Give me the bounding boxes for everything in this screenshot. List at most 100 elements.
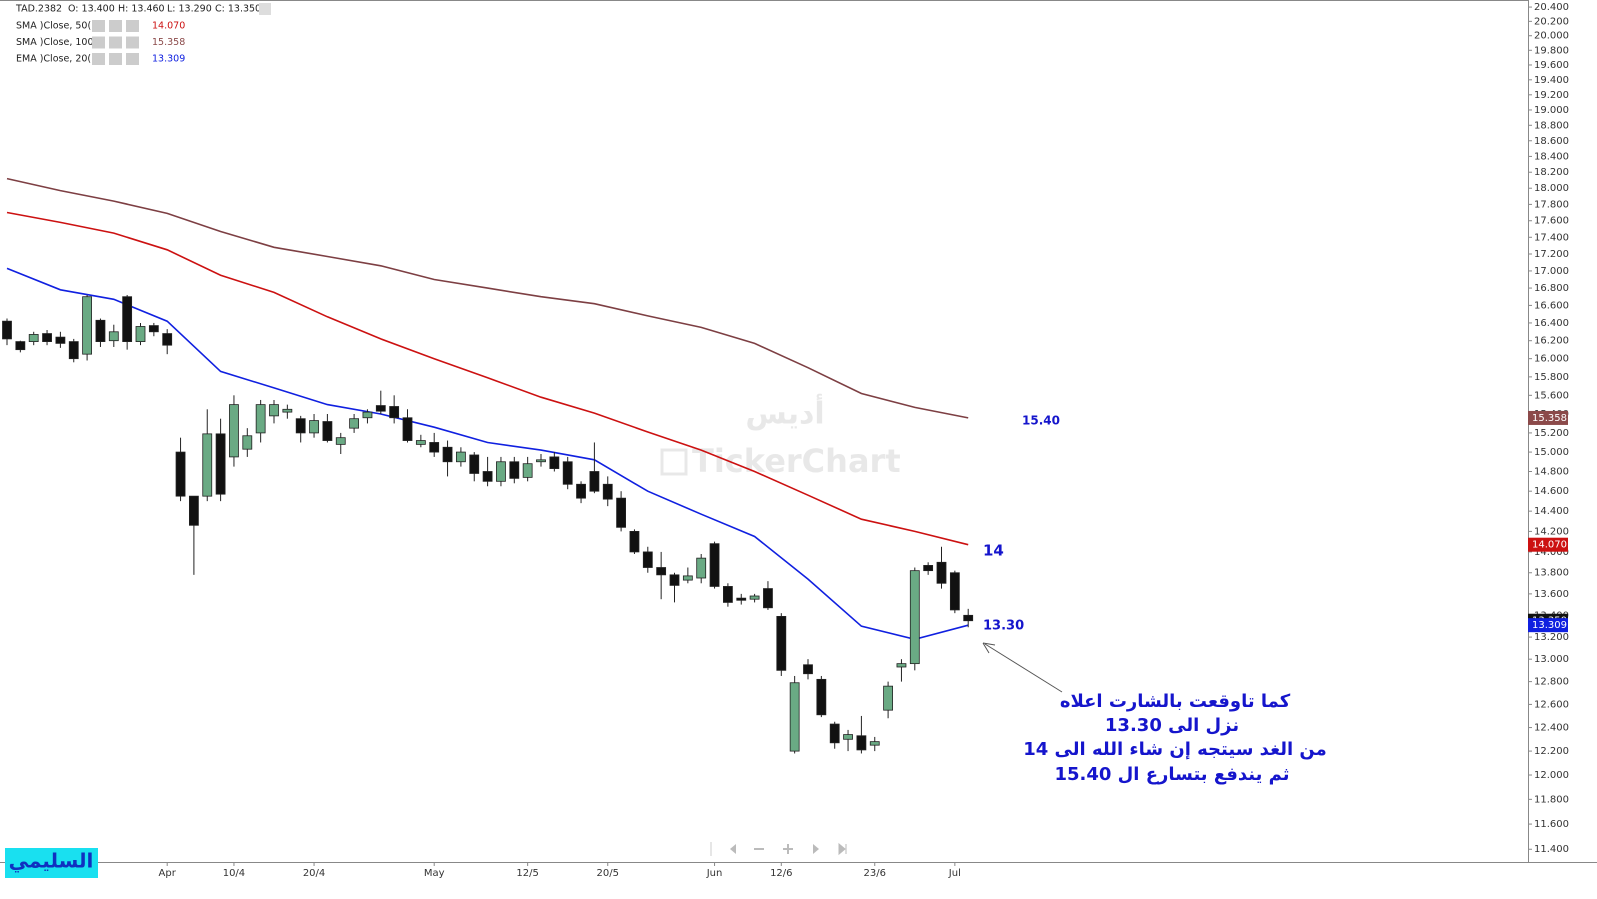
y-tick-label: 16.600 (1534, 300, 1569, 311)
candle-body (936, 561, 947, 584)
candle-body (963, 614, 974, 622)
price-marker (1528, 537, 1568, 552)
x-tick-label: 23/6 (864, 868, 886, 879)
annotation: 13.30 (983, 619, 1024, 634)
y-tick-label: 14.600 (1534, 486, 1569, 497)
legend-button[interactable] (92, 20, 105, 32)
legend-button[interactable] (92, 36, 105, 49)
candle-body (776, 615, 787, 671)
y-tick-label: 15.600 (1534, 390, 1569, 401)
y-tick-label: 19.000 (1534, 105, 1569, 116)
legend-button[interactable] (109, 36, 122, 49)
y-tick-label: 11.800 (1534, 794, 1569, 805)
watermark-text: أديس (745, 394, 824, 432)
candle-body (429, 442, 440, 453)
candle-body (522, 463, 533, 478)
y-tick-label: 12.600 (1534, 699, 1569, 710)
x-tick-label: May (424, 868, 445, 879)
legend-name: SMA )Close, 100( (16, 37, 97, 48)
price-marker-label: 13.309 (1532, 620, 1567, 631)
candle-body (549, 456, 560, 469)
y-tick-label: 14.400 (1534, 506, 1569, 517)
candle-body (229, 404, 239, 458)
annotation: 15.40 (1022, 414, 1060, 428)
price-marker (1528, 410, 1568, 425)
y-tick-label: 11.400 (1534, 844, 1569, 855)
candle-body (829, 723, 840, 744)
x-tick-label: Jul (948, 868, 961, 879)
candle-body (856, 735, 867, 751)
y-tick-label: 11.600 (1534, 819, 1569, 830)
candle-body (28, 334, 39, 342)
price-marker-label: 14.070 (1532, 540, 1567, 551)
candle-body (42, 333, 52, 342)
candle-body (843, 734, 853, 740)
more-button[interactable] (259, 3, 271, 15)
candle-body (736, 597, 747, 601)
x-tick-label: 12/6 (770, 868, 792, 879)
candle-body (375, 405, 386, 412)
legend-button[interactable] (126, 20, 139, 32)
ohlc-close: C: 13.350 (215, 4, 261, 15)
candle-body (602, 483, 613, 500)
y-tick-label: 20.000 (1534, 31, 1569, 42)
legend-button[interactable] (109, 20, 122, 32)
y-tick-label: 16.800 (1534, 283, 1569, 294)
y-tick-label: 18.200 (1534, 167, 1569, 178)
comment-line: من الغد سيتجه إن شاء الله الى 14 (1023, 739, 1327, 760)
candle-body (763, 588, 773, 609)
watermark-icon (660, 448, 688, 476)
x-tick-label: 12/5 (516, 868, 538, 879)
candle-body (455, 451, 466, 463)
candle-body (442, 446, 453, 463)
comment-line: ثم يندفع بتسارع ال 15.40 (1054, 764, 1289, 785)
candle-body (803, 664, 813, 675)
nav-right[interactable] (813, 844, 819, 854)
candle-body (789, 682, 800, 752)
y-tick-label: 16.200 (1534, 336, 1569, 347)
comment-line: نزل الى 13.30 (1105, 715, 1239, 736)
candle-body (82, 296, 92, 355)
candle-body (415, 440, 426, 445)
candle-body (402, 417, 413, 441)
nav-end[interactable] (838, 842, 847, 856)
annotations: 15.40 14 13.30 كما تاوقعت بالشارت اعلاه … (983, 414, 1327, 786)
y-tick-label: 13.800 (1534, 568, 1569, 579)
y-tick-label: 15.200 (1534, 428, 1569, 439)
candle-body (122, 296, 133, 342)
candle-body (496, 461, 506, 482)
price-marker-label: 15.358 (1532, 413, 1567, 424)
legend-button[interactable] (109, 53, 122, 65)
candle-body (909, 570, 920, 665)
candle-body (816, 678, 827, 716)
candle-body (883, 685, 893, 711)
nav-zoom-in[interactable] (783, 844, 793, 854)
candle-body (682, 575, 693, 581)
y-tick-label: 16.400 (1534, 318, 1569, 329)
nav-left[interactable] (730, 844, 736, 854)
candle-body (923, 565, 934, 572)
y-tick-label: 13.600 (1534, 589, 1569, 600)
candle-body (696, 557, 707, 579)
legend-button[interactable] (126, 53, 139, 65)
legend-button[interactable] (92, 53, 105, 65)
candle-body (669, 574, 680, 586)
candles (2, 294, 974, 754)
candle-body (349, 418, 360, 429)
candle-body (269, 404, 279, 417)
candle-body (896, 663, 907, 668)
y-tick-label: 13.000 (1534, 654, 1569, 665)
arrow (982, 642, 1063, 693)
candle-body (749, 595, 760, 600)
nav-controls (710, 842, 847, 856)
legend-value: 14.070 (152, 21, 185, 32)
y-tick-label: 12.800 (1534, 677, 1569, 688)
y-tick-label: 14.800 (1534, 467, 1569, 478)
y-tick-label: 18.400 (1534, 151, 1569, 162)
legend-button[interactable] (126, 36, 139, 49)
y-tick-label: 16.000 (1534, 354, 1569, 365)
candle-body (309, 420, 319, 434)
candle-body (562, 461, 573, 485)
author: السليمي (9, 849, 94, 874)
candle-body (482, 471, 493, 482)
